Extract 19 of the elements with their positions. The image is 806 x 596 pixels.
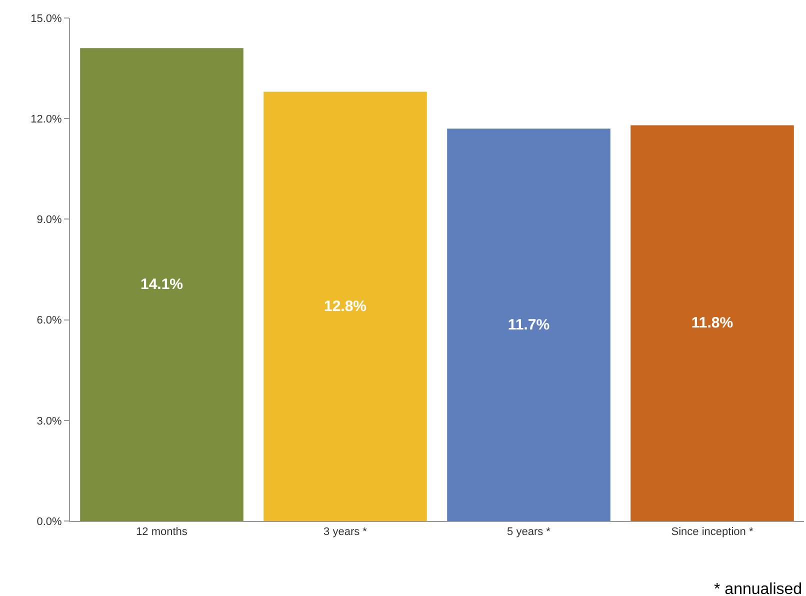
data-label: 12.8% [324,298,367,315]
bar [630,125,794,521]
x-tick-label: 5 years * [507,526,552,538]
data-label: 11.8% [691,314,734,332]
y-tick-label: 12.0% [30,113,62,126]
bar [264,92,427,521]
bar [80,48,244,521]
y-tick-label: 6.0% [36,314,62,327]
x-tick-label: 12 months [136,526,188,538]
text: * annualised [714,581,802,596]
data-label: 14.1% [140,276,184,294]
y-tick-label: 9.0% [36,214,62,226]
y-tick-label: 0.0% [36,516,62,528]
data-label: 11.7% [508,316,550,334]
y-tick-label: 3.0% [36,415,62,428]
y-tick-label: 15.0% [30,12,62,25]
bar [447,128,610,521]
x-tick-label: Since inception * [671,526,754,538]
x-tick-label: 3 years * [324,526,368,538]
